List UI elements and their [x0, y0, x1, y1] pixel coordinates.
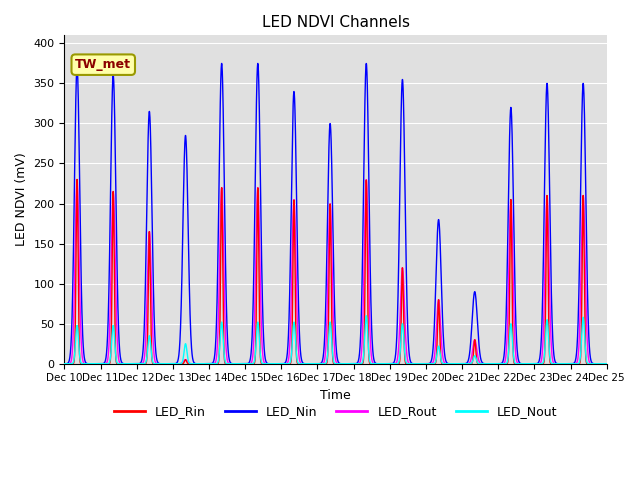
Legend: LED_Rin, LED_Nin, LED_Rout, LED_Nout: LED_Rin, LED_Nin, LED_Rout, LED_Nout [109, 400, 563, 423]
Title: LED NDVI Channels: LED NDVI Channels [262, 15, 410, 30]
Text: TW_met: TW_met [76, 58, 131, 71]
Y-axis label: LED NDVI (mV): LED NDVI (mV) [15, 153, 28, 246]
X-axis label: Time: Time [320, 389, 351, 402]
